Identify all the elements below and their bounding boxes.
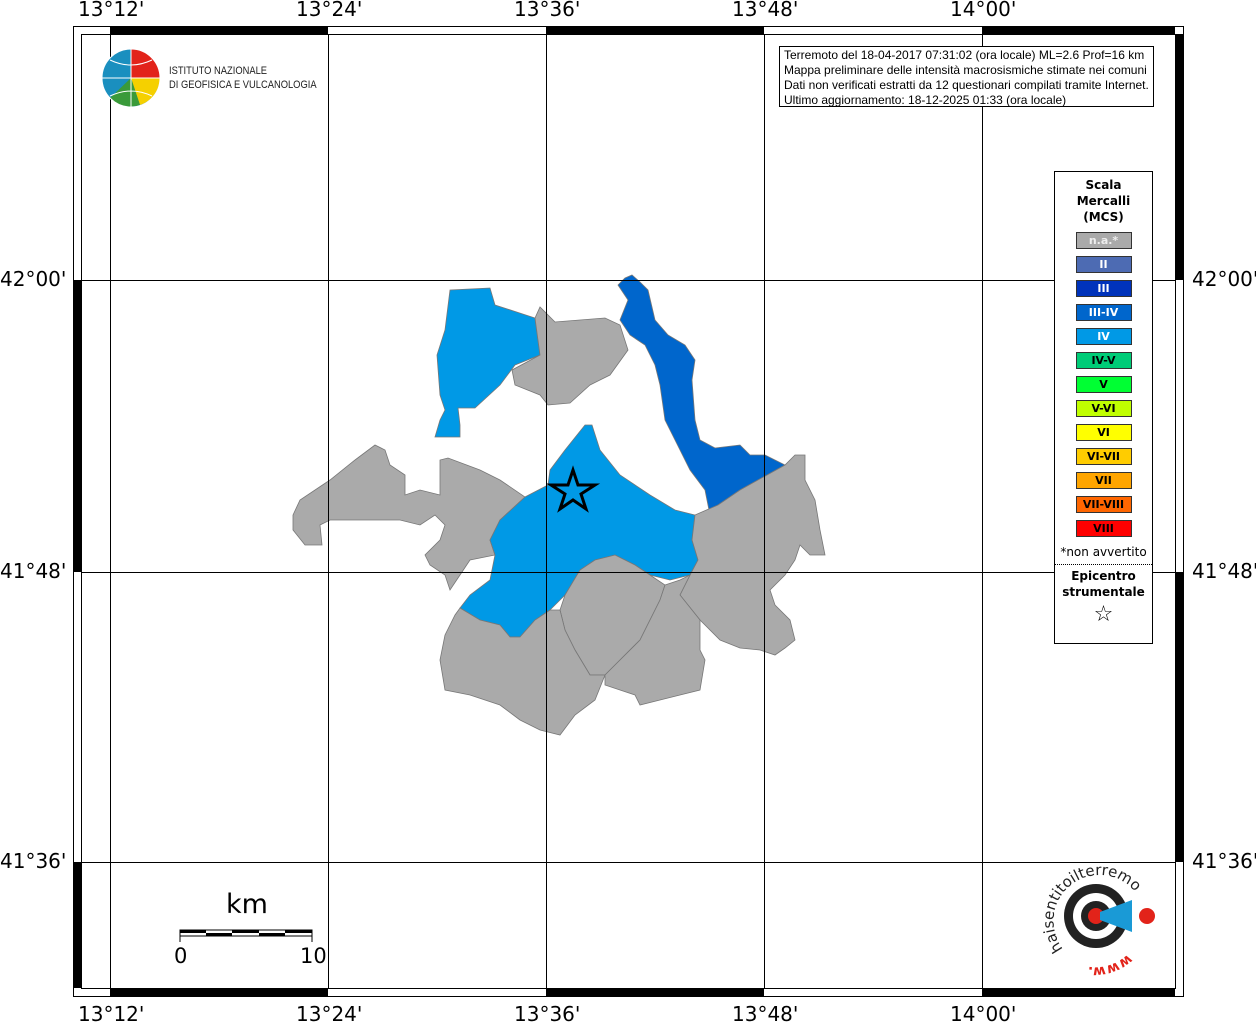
frame-bars (73, 26, 1183, 996)
legend-swatch: VII-VIII (1075, 496, 1132, 513)
comune-na (439, 607, 606, 736)
lon-tick-bottom: 13°12' (78, 1002, 145, 1026)
comune-na (604, 574, 706, 706)
lon-tick-top: 13°24' (296, 0, 363, 21)
haisentito-www-text: www. (1087, 951, 1135, 980)
legend-swatch: II (1075, 256, 1132, 273)
lat-tick-left: 41°48' (0, 559, 67, 583)
lat-tick-right: 41°36' (1192, 849, 1256, 873)
legend-swatch: V-VI (1075, 400, 1132, 417)
legend-swatch: IV-V (1075, 352, 1132, 369)
scale-bar (179, 929, 313, 942)
mcs-legend: Scala Mercalli (MCS) n.a.* II III III-IV IV IV-… (1054, 171, 1153, 644)
legend-note: *non avvertito (1060, 545, 1147, 559)
scale-unit: km (226, 889, 268, 920)
region-polygons (292, 274, 826, 736)
legend-swatch: VII (1075, 472, 1132, 489)
legend-swatches: n.a.* II III III-IV IV IV-V V V-VI VI VI-VII VII VI… (1055, 232, 1152, 537)
ingv-logo-text: ISTITUTO NAZIONALE DI GEOFISICA E VULCANO… (169, 65, 317, 91)
graticule (81, 34, 1175, 988)
scale-max: 10 (300, 944, 327, 968)
legend-swatch: n.a.* (1075, 232, 1132, 249)
lon-tick-top: 14°00' (950, 0, 1017, 21)
comune-na (292, 444, 526, 591)
lat-tick-left: 42°00' (0, 267, 67, 291)
comune-na (511, 306, 629, 406)
lon-tick-top: 13°48' (732, 0, 799, 21)
comune-na (679, 454, 826, 656)
lon-tick-top: 13°12' (78, 0, 145, 21)
epicenter-star-icon (545, 465, 601, 513)
event-info-box: Terremoto del 18-04-2017 07:31:02 (ora l… (779, 46, 1154, 107)
lon-tick-bottom: 13°24' (296, 1002, 363, 1026)
legend-swatch: III-IV (1075, 304, 1132, 321)
haisentito-logo-icon (1064, 884, 1155, 948)
legend-swatch: V (1075, 376, 1132, 393)
lon-tick-bottom: 13°36' (514, 1002, 581, 1026)
lat-tick-left: 41°36' (0, 849, 67, 873)
legend-swatch: III (1075, 280, 1132, 297)
legend-swatch: VI-VII (1075, 448, 1132, 465)
lon-tick-top: 13°36' (514, 0, 581, 21)
legend-swatch: VIII (1075, 520, 1132, 537)
star-outline-icon: ☆ (1093, 602, 1114, 627)
lat-tick-right: 41°48' (1192, 559, 1256, 583)
legend-swatch: IV (1075, 328, 1132, 345)
lon-tick-bottom: 14°00' (950, 1002, 1017, 1026)
comune-iv (434, 287, 541, 438)
scale-min: 0 (174, 944, 188, 968)
lon-tick-bottom: 13°48' (732, 1002, 799, 1026)
legend-swatch: VI (1075, 424, 1132, 441)
ingv-logo-icon (101, 48, 161, 108)
lat-tick-right: 42°00' (1192, 267, 1256, 291)
